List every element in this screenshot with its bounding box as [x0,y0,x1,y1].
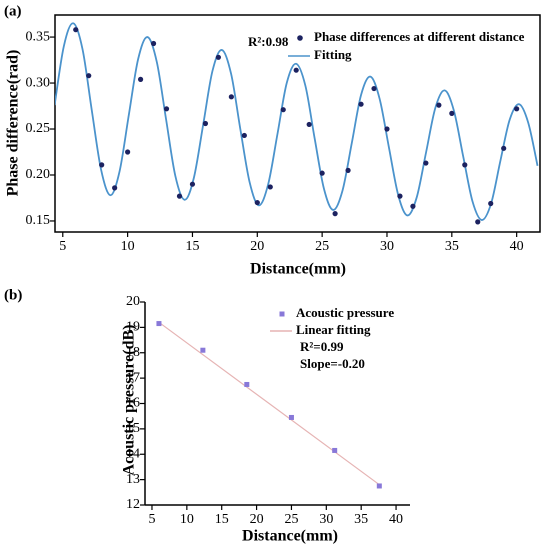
x-tick-label: 15 [215,512,229,527]
point [112,185,118,191]
y-tick-label: 14 [126,446,140,461]
point [176,193,183,199]
legend-marker [279,311,285,317]
y-tick-label: 19 [126,320,140,335]
point [163,106,170,112]
fit-line [158,321,380,486]
point [410,203,416,209]
y-tick-label: 12 [126,497,140,512]
x-tick-label: 5 [148,512,155,527]
point [371,85,377,92]
x-tick-label: 25 [315,239,329,254]
point [202,120,209,127]
annotation: Slope=-0.20 [300,356,365,371]
y-tick-label: 0.30 [26,75,51,90]
y-tick-label: 20 [126,294,140,309]
point [488,200,494,207]
legend-label: Phase differences at different distance [314,29,525,44]
point [280,107,286,113]
point [475,219,481,225]
point [215,54,221,60]
x-tick-label: 10 [180,512,194,527]
point [423,160,429,166]
annotation: R²=0.99 [300,339,344,354]
y-axis-label: Acoustic pressure(dB) [121,325,138,476]
point [319,170,325,176]
x-tick-label: 5 [59,239,66,254]
fit-line [55,22,539,221]
point [86,73,92,79]
y-tick-label: 0.35 [26,29,51,44]
y-tick-label: 15 [126,421,140,436]
point [189,181,196,187]
point [384,126,390,132]
point [228,94,234,100]
point [306,121,312,128]
annotation: R²:0.98 [248,34,289,49]
y-axis-label: Phase difference(rad) [5,50,22,197]
panel-label: (b) [4,287,22,303]
point [254,199,260,206]
point [288,414,294,420]
plot-frame [54,14,541,233]
point [150,40,157,47]
x-tick-label: 30 [380,239,394,254]
point [514,106,520,112]
x-tick-label: 35 [445,239,459,254]
x-tick-label: 20 [250,239,264,254]
y-tick-label: 13 [126,472,140,487]
point [73,27,79,33]
x-tick-label: 25 [284,512,298,527]
point [200,347,206,353]
point [99,162,105,168]
y-tick-label: 16 [126,396,140,411]
legend-marker [297,35,303,41]
x-axis-label: Distance(mm) [250,261,346,278]
y-tick-label: 0.15 [26,213,51,228]
x-tick-label: 30 [319,512,333,527]
point [137,76,144,82]
point [462,162,468,168]
point [267,184,273,190]
point [332,447,338,453]
legend-label: Acoustic pressure [296,305,394,320]
x-tick-label: 40 [510,239,524,254]
point [332,211,338,217]
point [345,167,351,173]
x-axis-label: Distance(mm) [242,528,338,545]
point [436,102,442,108]
x-tick-label: 40 [389,512,403,527]
point [244,381,250,387]
point [501,145,507,151]
y-tick-label: 0.25 [26,121,51,136]
x-tick-label: 15 [185,239,199,254]
point [293,67,299,73]
legend-label: Linear fitting [296,322,371,337]
x-tick-label: 20 [250,512,264,527]
legend-label: Fitting [314,47,352,62]
point [241,132,247,139]
point [397,193,403,199]
y-tick-label: 0.20 [26,167,51,182]
panel-label: (a) [4,3,22,19]
point [358,101,364,107]
point [125,149,131,155]
y-tick-label: 17 [126,370,140,385]
y-tick-label: 18 [126,345,140,360]
point [156,321,162,327]
x-tick-label: 35 [354,512,368,527]
point [376,483,382,489]
point [449,110,455,116]
x-tick-label: 10 [121,239,135,254]
